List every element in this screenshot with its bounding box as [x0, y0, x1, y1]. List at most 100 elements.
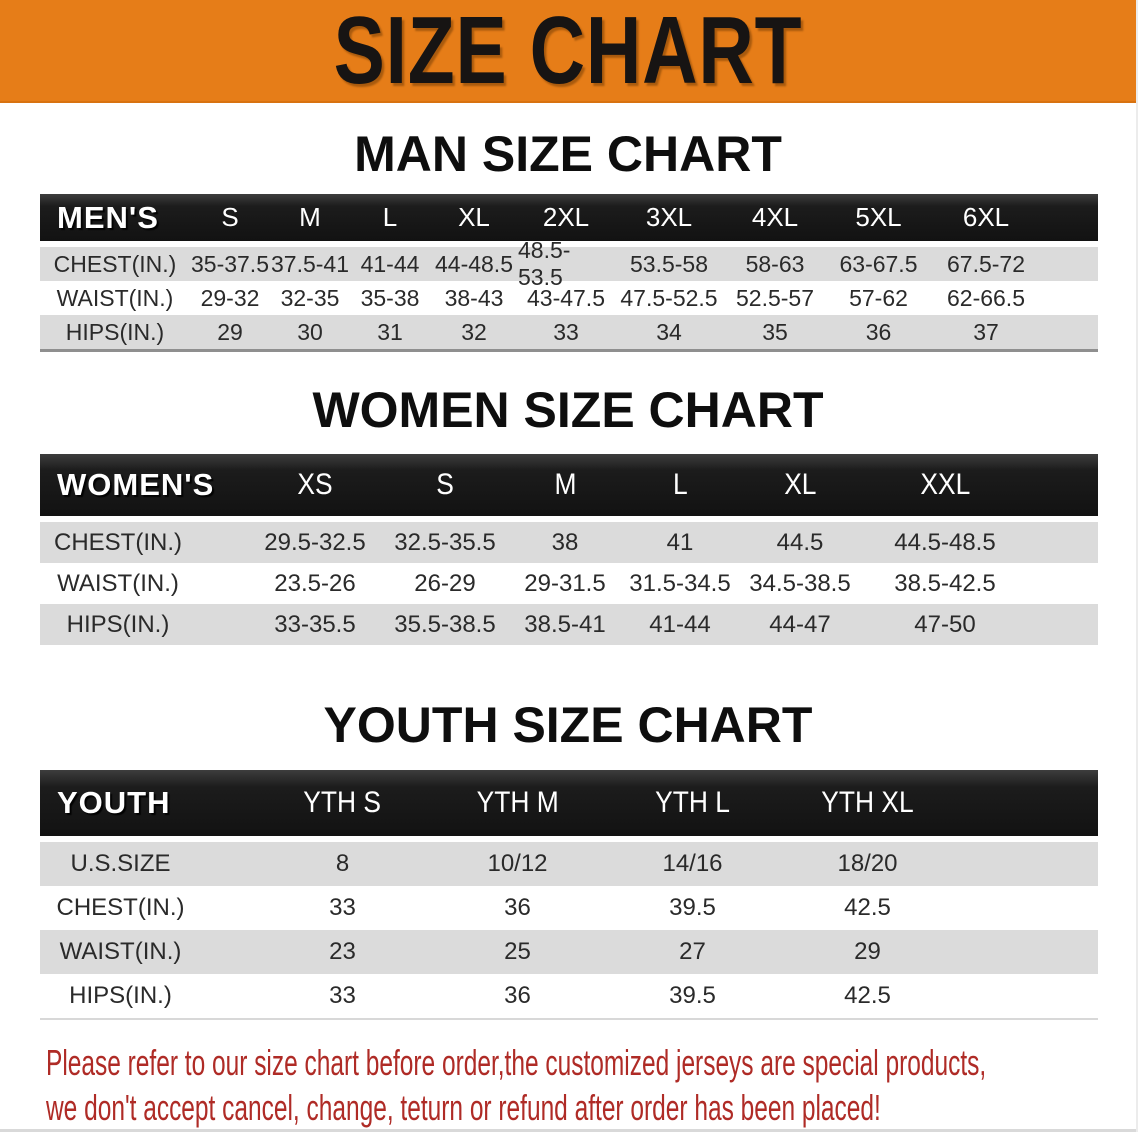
men-size-value-text: 31 — [377, 318, 403, 345]
women-row-spacer — [1030, 522, 1098, 563]
youth-size-value-text: 8 — [335, 850, 350, 877]
women-size-value: 41 — [620, 522, 740, 563]
men-header-gap — [40, 241, 1098, 247]
youth-size-value: 18/20 — [780, 842, 955, 886]
youth-size-value-text: 42.5 — [844, 894, 891, 921]
women-table-title: WOMEN'S — [40, 467, 250, 503]
men-row-spacer — [1041, 247, 1098, 281]
men-size-value-text: 33 — [553, 318, 579, 345]
men-size-value: 37 — [931, 315, 1041, 349]
men-column-header: 4XL — [724, 202, 826, 233]
women-size-value-text: 44.5 — [776, 528, 824, 556]
men-column-header: L — [350, 202, 430, 233]
men-size-value: 47.5-52.5 — [614, 281, 724, 315]
youth-row-label: HIPS(IN.) — [40, 974, 255, 1018]
women-size-value-text: 44-47 — [769, 610, 831, 638]
men-column-header-text: 2XL — [542, 202, 590, 232]
women-size-value: 31.5-34.5 — [620, 563, 740, 604]
youth-size-value: 33 — [255, 886, 430, 930]
youth-section-heading: YOUTH SIZE CHART — [323, 697, 813, 753]
men-size-value-text: 47.5-52.5 — [620, 284, 718, 311]
women-size-value-text: 35.5-38.5 — [394, 610, 496, 638]
men-size-value: 58-63 — [724, 247, 826, 281]
women-table-header: WOMEN'S XS S M L XL XXL — [40, 454, 1098, 516]
youth-size-value: 36 — [430, 974, 605, 1018]
youth-column-header: YTH M — [430, 786, 605, 820]
youth-size-value-text: 33 — [329, 982, 356, 1009]
men-size-value-text: 32-35 — [280, 284, 340, 311]
men-column-header: S — [190, 202, 270, 233]
youth-size-value: 42.5 — [780, 974, 955, 1018]
women-size-value-text: 38.5-42.5 — [894, 569, 996, 597]
youth-size-value: 27 — [605, 930, 780, 974]
women-column-header-text: XS — [297, 468, 333, 501]
men-column-header: 3XL — [614, 202, 724, 233]
youth-size-value: 39.5 — [605, 886, 780, 930]
youth-table-title: YOUTH — [40, 785, 255, 821]
men-size-value: 29-32 — [190, 281, 270, 315]
youth-row-label: WAIST(IN.) — [40, 930, 255, 974]
youth-column-header-text: YTH M — [476, 786, 559, 819]
men-table-row: HIPS(IN.) 29 30 31 32 33 34 35 36 37 — [40, 315, 1098, 349]
women-row-label-text: CHEST(IN.) — [54, 528, 182, 556]
women-size-value: 29.5-32.5 — [250, 522, 380, 563]
youth-size-value: 10/12 — [430, 842, 605, 886]
women-row-label: WAIST(IN.) — [40, 563, 250, 604]
men-size-value: 34 — [614, 315, 724, 349]
men-column-header-text: 6XL — [962, 202, 1010, 232]
women-size-value-text: 34.5-38.5 — [749, 569, 851, 597]
youth-size-value-text: 33 — [329, 894, 356, 921]
men-size-value: 36 — [826, 315, 931, 349]
men-row-spacer — [1041, 315, 1098, 349]
youth-size-value-text: 36 — [504, 982, 531, 1009]
men-size-value-text: 67.5-72 — [946, 250, 1025, 277]
youth-header-gap — [40, 836, 1098, 842]
women-size-value-text: 29-31.5 — [524, 569, 606, 597]
youth-table-row: CHEST(IN.) 33 36 39.5 42.5 — [40, 886, 1098, 930]
men-table-row: CHEST(IN.) 35-37.5 37.5-41 41-44 44-48.5 48.5… — [40, 237, 1098, 290]
women-size-value-text: 44.5-48.5 — [894, 528, 996, 556]
women-table-row: HIPS(IN.) 33-35.5 35.5-38.5 38.5-41 41-44 44-… — [40, 604, 1098, 645]
youth-size-value: 29 — [780, 930, 955, 974]
women-size-value-text: 29.5-32.5 — [264, 528, 366, 556]
disclaimer-line-1: Please refer to our size chart before or… — [46, 1042, 987, 1083]
women-size-value: 34.5-38.5 — [740, 563, 860, 604]
youth-size-value: 14/16 — [605, 842, 780, 886]
women-row-spacer — [1030, 604, 1098, 645]
youth-size-value-text: 36 — [504, 894, 531, 921]
women-section-heading: WOMEN SIZE CHART — [312, 382, 824, 438]
men-size-value: 37.5-41 — [270, 247, 350, 281]
men-size-value-text: 37.5-41 — [270, 250, 349, 277]
page-title: SIZE CHART — [333, 0, 803, 104]
men-size-value-text: 29-32 — [200, 284, 260, 311]
women-table-title-text: WOMEN'S — [57, 467, 215, 502]
women-size-value-text: 47-50 — [914, 610, 976, 638]
youth-column-header: YTH XL — [780, 786, 955, 820]
women-size-value-text: 38.5-41 — [524, 610, 606, 638]
men-table-body: CHEST(IN.) 35-37.5 37.5-41 41-44 44-48.5 48.5… — [40, 237, 1098, 352]
men-table-title-text: MEN'S — [57, 199, 159, 235]
men-row-label-text: HIPS(IN.) — [65, 318, 165, 345]
women-column-header: XXL — [860, 468, 1030, 502]
women-size-value: 26-29 — [380, 563, 510, 604]
youth-column-header-text: YTH S — [303, 786, 382, 819]
women-size-value-text: 26-29 — [414, 569, 476, 597]
youth-column-header-text: YTH L — [655, 786, 730, 819]
men-size-value: 33 — [518, 315, 614, 349]
women-column-header: S — [380, 468, 510, 502]
women-size-value: 33-35.5 — [250, 604, 380, 645]
women-column-header: M — [510, 468, 620, 502]
men-size-value-text: 34 — [656, 318, 682, 345]
women-size-value-text: 41-44 — [649, 610, 711, 638]
men-size-value-text: 29 — [217, 318, 243, 345]
men-row-label: WAIST(IN.) — [40, 281, 190, 315]
men-size-value: 57-62 — [826, 281, 931, 315]
men-size-value: 35-37.5 — [190, 247, 270, 281]
youth-table-row: U.S.SIZE 8 10/12 14/16 18/20 — [40, 842, 1098, 886]
youth-table-title-text: YOUTH — [57, 785, 171, 820]
youth-row-spacer — [955, 930, 1098, 974]
men-column-header: 2XL — [518, 202, 614, 233]
youth-table-body: U.S.SIZE 8 10/12 14/16 18/20 CHEST(IN.) 33 36 39… — [40, 842, 1098, 1020]
women-row-label-text: WAIST(IN.) — [57, 569, 179, 597]
